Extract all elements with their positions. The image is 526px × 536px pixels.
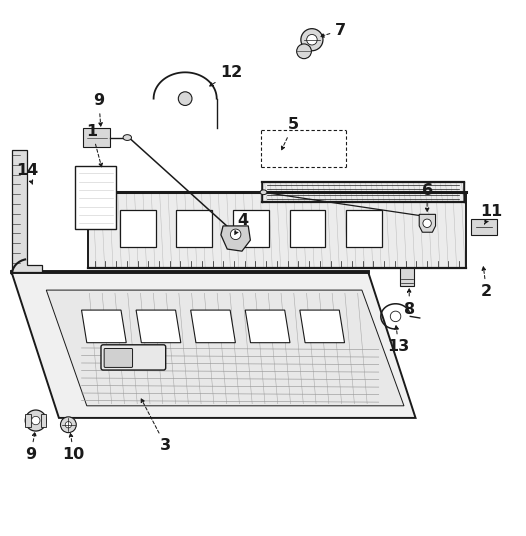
Polygon shape	[221, 226, 250, 251]
Circle shape	[307, 34, 317, 45]
Circle shape	[297, 44, 311, 58]
Polygon shape	[190, 310, 235, 343]
Polygon shape	[82, 310, 126, 343]
Polygon shape	[41, 414, 46, 427]
Circle shape	[423, 219, 431, 227]
Text: 7: 7	[320, 23, 347, 38]
Polygon shape	[12, 150, 42, 272]
Text: 8: 8	[403, 289, 415, 317]
FancyBboxPatch shape	[400, 268, 414, 286]
Text: 6: 6	[421, 183, 433, 212]
Polygon shape	[245, 310, 290, 343]
Polygon shape	[25, 414, 31, 427]
Polygon shape	[46, 290, 404, 406]
FancyBboxPatch shape	[177, 210, 213, 247]
Text: 9: 9	[25, 433, 36, 462]
Circle shape	[60, 417, 76, 433]
FancyBboxPatch shape	[346, 210, 382, 247]
Circle shape	[25, 410, 46, 431]
Polygon shape	[419, 214, 436, 232]
Polygon shape	[300, 310, 345, 343]
Text: 3: 3	[141, 399, 171, 453]
Text: 2: 2	[481, 266, 492, 299]
FancyBboxPatch shape	[104, 348, 133, 367]
FancyBboxPatch shape	[101, 345, 166, 370]
Ellipse shape	[123, 135, 132, 140]
Polygon shape	[88, 192, 466, 268]
FancyBboxPatch shape	[120, 210, 156, 247]
Circle shape	[65, 422, 72, 428]
Text: 9: 9	[93, 93, 105, 126]
Text: 12: 12	[209, 65, 242, 86]
Text: 5: 5	[281, 117, 299, 150]
FancyBboxPatch shape	[233, 210, 269, 247]
Text: 1: 1	[86, 124, 102, 167]
Text: 11: 11	[481, 204, 503, 224]
Text: 13: 13	[388, 325, 410, 354]
Text: 14: 14	[16, 163, 38, 184]
FancyBboxPatch shape	[75, 167, 116, 228]
Ellipse shape	[260, 190, 267, 195]
Polygon shape	[262, 182, 464, 202]
FancyBboxPatch shape	[471, 219, 497, 235]
Circle shape	[32, 416, 40, 425]
Circle shape	[301, 28, 323, 51]
Text: 4: 4	[235, 213, 249, 234]
Circle shape	[178, 92, 192, 106]
Text: 10: 10	[63, 434, 85, 462]
Circle shape	[230, 229, 241, 240]
Polygon shape	[83, 128, 110, 147]
Circle shape	[390, 311, 401, 322]
FancyBboxPatch shape	[289, 210, 325, 247]
Polygon shape	[12, 272, 416, 418]
Polygon shape	[136, 310, 181, 343]
